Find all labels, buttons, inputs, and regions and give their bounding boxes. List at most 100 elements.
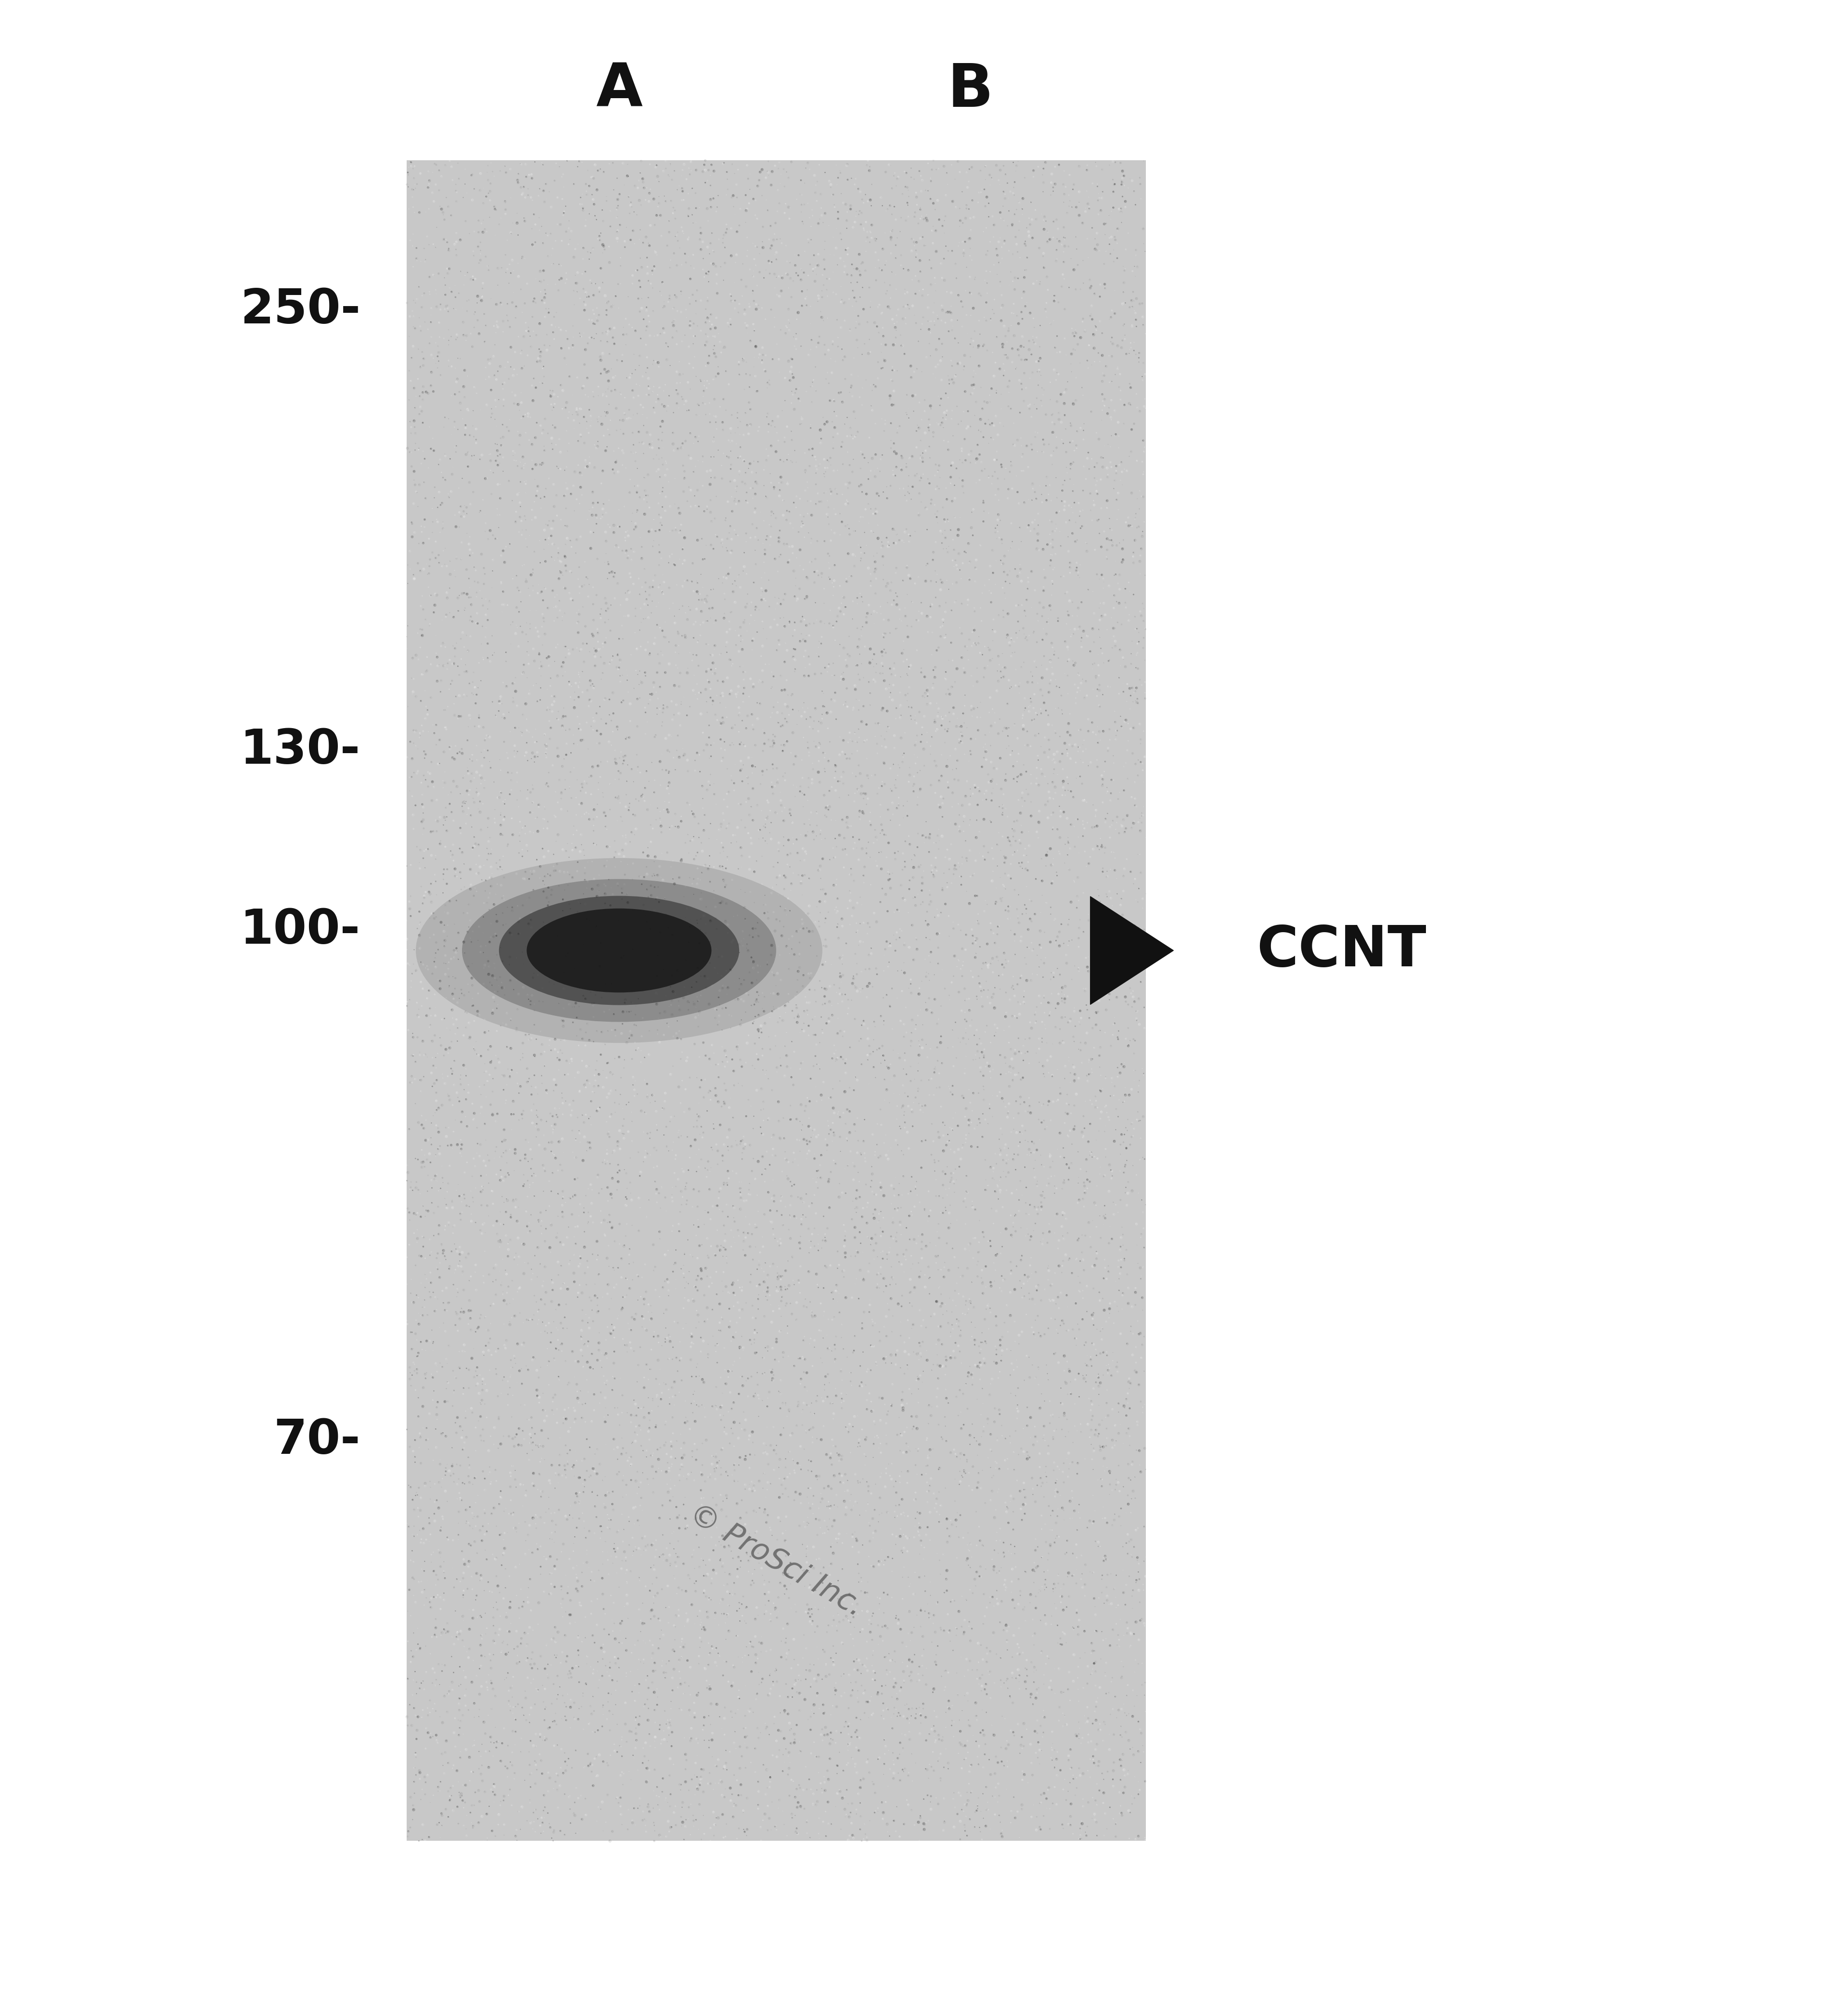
Point xyxy=(743,814,772,846)
Point xyxy=(654,912,684,944)
Point xyxy=(1063,730,1092,762)
Point xyxy=(554,1499,584,1531)
Point xyxy=(517,1341,547,1373)
Point xyxy=(663,1693,693,1725)
Point xyxy=(662,366,691,398)
Point xyxy=(595,418,625,450)
Point xyxy=(939,1335,968,1367)
Point xyxy=(948,1083,978,1115)
Point xyxy=(700,1389,730,1421)
Point xyxy=(876,532,906,564)
Point xyxy=(798,914,828,946)
Point xyxy=(1040,332,1070,364)
Point xyxy=(477,638,506,670)
Point xyxy=(918,144,948,176)
Point xyxy=(708,226,737,258)
Point xyxy=(438,1457,468,1489)
Point xyxy=(991,576,1020,608)
Point xyxy=(974,1793,1003,1825)
Point xyxy=(806,414,835,446)
Point xyxy=(602,918,632,950)
Point xyxy=(941,584,970,616)
Point xyxy=(429,1749,458,1781)
Point xyxy=(917,486,946,518)
Point xyxy=(1083,1421,1112,1453)
Point xyxy=(554,396,584,428)
Point xyxy=(421,1053,451,1085)
Point xyxy=(747,1073,776,1105)
Point xyxy=(471,1125,501,1157)
Point xyxy=(602,414,632,446)
Point xyxy=(1024,150,1053,182)
Point xyxy=(889,836,918,868)
Point xyxy=(458,820,488,852)
Point xyxy=(839,1601,869,1633)
Point xyxy=(686,212,715,244)
Point xyxy=(950,340,979,372)
Point xyxy=(466,1097,495,1129)
Point xyxy=(1127,480,1157,512)
Point xyxy=(741,1757,771,1789)
Point xyxy=(612,764,641,796)
Point xyxy=(529,1265,558,1297)
Point xyxy=(1053,1807,1083,1839)
Point xyxy=(1053,1673,1083,1705)
Point xyxy=(724,192,754,224)
Point xyxy=(1131,236,1161,268)
Point xyxy=(867,694,896,726)
Point xyxy=(1046,694,1076,726)
Point xyxy=(1029,760,1059,792)
Point xyxy=(547,1601,577,1633)
Point xyxy=(682,1495,711,1527)
Point xyxy=(591,1243,621,1275)
Point xyxy=(473,604,503,636)
Point xyxy=(636,684,665,716)
Point xyxy=(881,300,911,332)
Point xyxy=(704,1521,734,1553)
Point xyxy=(469,212,499,244)
Point xyxy=(444,1719,473,1751)
Point xyxy=(397,174,427,206)
Point xyxy=(761,236,791,268)
Point xyxy=(1090,1797,1120,1829)
Point xyxy=(686,1609,715,1641)
Point xyxy=(1022,1531,1052,1563)
Point xyxy=(440,1069,469,1101)
Point xyxy=(466,1091,495,1123)
Point xyxy=(551,550,580,582)
Point xyxy=(1040,1481,1070,1513)
Point xyxy=(804,756,833,788)
Point xyxy=(649,1545,678,1577)
Point xyxy=(671,1575,700,1607)
Point xyxy=(573,1539,602,1571)
Point xyxy=(845,924,874,956)
Point xyxy=(503,158,532,190)
Point xyxy=(869,344,898,376)
Point xyxy=(732,1365,761,1397)
Point xyxy=(983,1423,1013,1455)
Point xyxy=(431,1067,460,1099)
Point xyxy=(621,1701,650,1733)
Point xyxy=(730,1239,760,1271)
Point xyxy=(438,1621,468,1653)
Point xyxy=(565,420,595,452)
Point xyxy=(796,1701,826,1733)
Point xyxy=(423,546,453,578)
Point xyxy=(684,1391,713,1423)
Point xyxy=(1088,1313,1118,1345)
Point xyxy=(486,288,516,320)
Point xyxy=(1066,322,1096,354)
Point xyxy=(824,818,854,850)
Point xyxy=(1088,586,1118,618)
Point xyxy=(981,1339,1011,1371)
Point xyxy=(427,1797,456,1829)
Point xyxy=(1029,982,1059,1015)
Point xyxy=(1015,220,1044,252)
Point xyxy=(558,1181,588,1213)
Point xyxy=(397,1061,427,1093)
Point xyxy=(1111,1759,1140,1791)
Point xyxy=(991,732,1020,764)
Point xyxy=(508,1229,538,1261)
Point xyxy=(1037,1399,1066,1431)
Point xyxy=(961,1795,991,1827)
